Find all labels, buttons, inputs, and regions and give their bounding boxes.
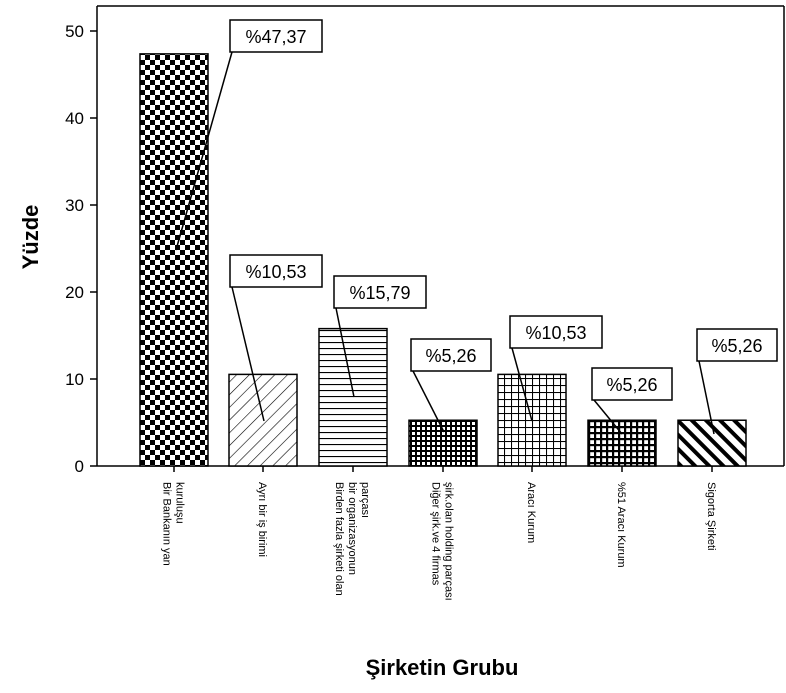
data-labels: %47,37 %10,53 %15,79 %5,26 %10,53 %5,26 %5,26: [175, 19, 778, 435]
data-label-leader: [593, 399, 623, 435]
data-label-leader: [175, 51, 233, 251]
data-label: %10,53: [525, 323, 586, 343]
y-tick-label: 20: [65, 283, 84, 302]
bars: [139, 53, 747, 472]
data-label-box: [410, 338, 492, 372]
category-label-line: kuruluşu: [174, 482, 186, 524]
x-axis-title: Şirketin Grubu: [366, 655, 519, 680]
y-tick-label: 0: [75, 457, 84, 476]
category-label-line: Diğer şirk.ve 4 firmas: [430, 482, 442, 586]
category-label: Birden fazla şirketi olan bir organizasyo…: [333, 482, 371, 596]
bar: [228, 373, 298, 467]
category-label-line: Birden fazla şirketi olan: [333, 482, 345, 596]
data-label-box: [229, 254, 323, 288]
y-tick-label: 40: [65, 109, 84, 128]
y-tick-label: 50: [65, 22, 84, 41]
data-label-leader: [698, 360, 715, 435]
bar: [139, 53, 209, 467]
data-label-leader: [412, 370, 445, 433]
category-label: Bir Bankanın yan kuruluşu: [161, 482, 186, 566]
category-label-line: parçası: [359, 482, 371, 518]
data-label: %5,26: [711, 336, 762, 356]
y-ticks: 0 10 20 30 40 50: [65, 22, 97, 476]
data-label-box: [509, 315, 603, 349]
category-label: Ayrı bir iş birimi: [256, 482, 268, 557]
bar: [587, 419, 657, 467]
data-label-box: [591, 367, 673, 401]
data-label: %10,53: [245, 262, 306, 282]
category-label-line: Aracı Kurum: [525, 482, 537, 543]
category-label-line: Bir Bankanın yan: [161, 482, 173, 566]
category-label-line: şirk.olan holding parçası: [443, 482, 455, 601]
category-labels: Bir Bankanın yan kuruluşu Ayrı bir iş biri…: [161, 482, 718, 601]
category-label-line: Ayrı bir iş birimi: [256, 482, 268, 557]
data-label-leader: [231, 286, 265, 422]
data-label-box: [229, 19, 323, 53]
data-label: %15,79: [349, 283, 410, 303]
data-label-leader: [335, 307, 355, 398]
data-label-box: [696, 328, 778, 362]
data-label: %47,37: [245, 27, 306, 47]
y-axis-title: Yüzde: [18, 205, 43, 270]
bar: [318, 327, 388, 467]
data-label: %5,26: [425, 346, 476, 366]
category-label-line: bir organizasyonun: [346, 482, 358, 575]
data-label-box: [333, 275, 427, 309]
category-label: Diğer şirk.ve 4 firmas şirk.olan holding …: [430, 482, 455, 601]
category-label: %51 Aracı Kurum: [615, 482, 627, 568]
category-label: Sigorta Şirketi: [705, 482, 717, 550]
data-label-leader: [511, 347, 533, 422]
y-tick-label: 30: [65, 196, 84, 215]
category-label-line: Sigorta Şirketi: [705, 482, 717, 550]
bar: [408, 419, 478, 467]
axes: [96, 5, 785, 467]
data-label: %5,26: [606, 375, 657, 395]
y-tick-label: 10: [65, 370, 84, 389]
category-label: Aracı Kurum: [525, 482, 537, 543]
category-label-line: %51 Aracı Kurum: [615, 482, 627, 568]
